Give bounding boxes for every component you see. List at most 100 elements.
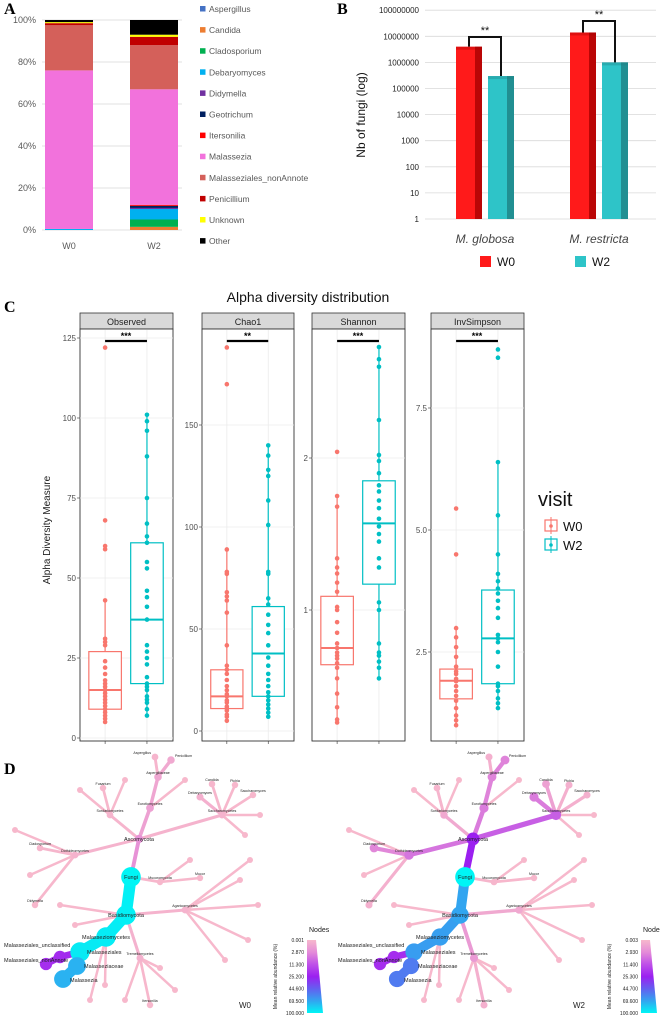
tree-edge — [544, 782, 558, 817]
tree-edge — [554, 793, 589, 817]
c-data-point — [102, 658, 108, 664]
c-data-point — [265, 694, 271, 699]
c-data-point — [265, 702, 271, 707]
b-bar-shade — [589, 32, 596, 220]
c-data-point — [334, 717, 340, 722]
tree-leaf-node — [346, 827, 352, 833]
c-ytick-label: 75 — [67, 494, 76, 503]
a-legend-label: Malasseziales_nonAnnote — [209, 173, 309, 183]
c-data-point — [265, 698, 271, 703]
tree-edge — [108, 778, 127, 817]
b-ytick-label: 10000 — [397, 111, 420, 120]
tree-leaf-node — [255, 902, 261, 908]
c-data-point — [102, 687, 108, 693]
a-category-label: W0 — [62, 241, 76, 251]
c-data-point — [102, 694, 108, 699]
a-legend-label: Candida — [209, 25, 241, 35]
tree-node-label: Malasseziales — [421, 950, 456, 956]
tree-edge — [13, 828, 77, 857]
c-data-point — [495, 513, 501, 518]
c-data-point — [334, 691, 340, 696]
tree-node-malasseziales_nonannote — [39, 957, 53, 971]
b-legend-swatch — [480, 256, 491, 267]
tree-leaf-node — [182, 777, 188, 783]
tree-node-malasseziales — [70, 942, 90, 962]
c-ytick-label: 1 — [304, 606, 309, 615]
c-data-point — [265, 453, 271, 458]
c-data-point — [102, 639, 108, 645]
panel-label-a: A — [4, 1, 16, 18]
c-data-point — [453, 683, 459, 689]
c-data-point — [224, 643, 230, 648]
c-data-point — [224, 663, 230, 669]
tree-node-label: Saccharomycetes — [542, 809, 571, 813]
b-bar-top — [456, 46, 482, 50]
tree-legend-colorbar — [307, 940, 323, 1013]
c-ytick-label: 150 — [185, 421, 199, 430]
c-data-point — [224, 345, 230, 350]
tree-edge — [158, 876, 202, 884]
c-data-point — [224, 589, 230, 595]
tree-edge — [138, 956, 152, 1007]
a-legend-swatch — [200, 27, 206, 33]
tree-node-label: Penicillium — [175, 754, 192, 758]
tree-node-label: Malasseziales_unclassified — [338, 943, 404, 949]
tree-node-mucoromycota — [156, 878, 164, 886]
c-data-point — [495, 578, 501, 584]
tree-edge — [492, 858, 526, 884]
c-data-point — [495, 705, 501, 711]
c-data-point — [265, 498, 271, 503]
c-data-point — [224, 671, 230, 677]
c-data-point — [224, 718, 230, 724]
tree-legend-tick-label: 25.300 — [623, 975, 639, 981]
tree-legend-axis-label: Mean relative abundance (%) — [607, 944, 613, 1010]
b-ytick-label: 100000 — [392, 85, 419, 94]
c-legend-key-dot — [549, 524, 553, 528]
tree-node-malasseziales_unclassified — [387, 950, 401, 964]
c-data-point — [376, 650, 382, 655]
c-data-point — [334, 641, 340, 646]
tree-node-cladosporium — [369, 843, 379, 853]
tree-leaf-node — [187, 857, 193, 863]
c-data-point — [334, 504, 340, 509]
tree-node-basidiomycota — [116, 905, 136, 925]
tree-edge — [422, 935, 442, 1002]
c-data-point — [102, 710, 108, 715]
c-data-point — [144, 694, 150, 699]
tree-legend-tick-label: 0.003 — [625, 938, 638, 944]
c-data-point — [224, 687, 230, 693]
tree-edge — [183, 908, 227, 962]
alpha-diversity-title: Alpha diversity distribution — [227, 289, 390, 305]
a-bar-segment-cladosporium — [130, 219, 178, 227]
tree-node-malasseziomycetes — [96, 927, 116, 947]
c-data-point — [334, 619, 340, 625]
a-legend-label: Aspergillus — [209, 4, 251, 14]
c-data-point — [144, 649, 150, 654]
b-bar-shade — [621, 62, 628, 220]
c-data-point — [102, 598, 108, 603]
c-data-point — [144, 495, 150, 501]
tree-node-cladosporium — [36, 844, 44, 852]
c-data-point — [144, 566, 150, 571]
c-data-point — [376, 524, 382, 529]
c-data-point — [495, 681, 501, 687]
tree-edge — [554, 783, 571, 817]
a-ytick-label: 0% — [23, 225, 36, 235]
c-data-point — [453, 654, 459, 660]
tree-node-debaryomyces — [196, 793, 204, 801]
tree-node-malasseziales_nonannote — [373, 957, 387, 971]
a-bar-segment-itersonilia — [130, 204, 178, 206]
tree-leaf-node — [27, 872, 33, 878]
c-data-point — [334, 704, 340, 710]
c-data-point — [102, 546, 108, 552]
c-data-point — [495, 700, 501, 706]
c-data-point — [334, 645, 340, 651]
tree-node-saccharomyces — [249, 791, 257, 799]
tree-leaf-node — [576, 832, 582, 838]
c-data-point — [376, 539, 382, 544]
tree-node-saccharomycetes — [218, 811, 226, 819]
tree-edge — [481, 774, 495, 811]
tree-node-label: Debaryomyces — [522, 791, 546, 795]
c-data-point — [265, 630, 271, 636]
